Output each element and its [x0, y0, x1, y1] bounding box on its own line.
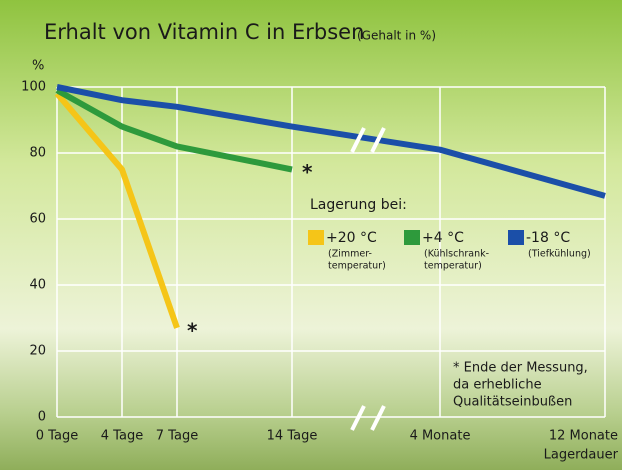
y-tick-label: 40 — [29, 278, 46, 293]
series-line — [56, 84, 606, 199]
series-line — [54, 91, 180, 329]
chart-title: Erhalt von Vitamin C in Erbsen — [44, 20, 364, 44]
x-tick-label: 12 Monate — [549, 429, 618, 444]
x-tick-label: 14 Tage — [267, 429, 318, 444]
break-mark — [350, 405, 366, 431]
legend-swatch — [404, 230, 420, 245]
legend-label: -18 °C — [526, 230, 570, 246]
y-tick-label: 60 — [29, 212, 46, 227]
series-line — [55, 87, 293, 173]
legend-note: temperatur) — [424, 261, 482, 272]
break-mark — [370, 127, 386, 153]
legend-title: Lagerung bei: — [310, 197, 407, 213]
legend-note: temperatur) — [328, 261, 386, 272]
axis-break — [350, 127, 386, 431]
x-tick-label: 0 Tage — [36, 429, 78, 444]
x-tick-label: 4 Monate — [410, 429, 471, 444]
break-mark — [350, 127, 366, 153]
footnote-line: da erhebliche — [453, 378, 542, 393]
footnote-line: Qualitätseinbußen — [453, 395, 572, 410]
y-tick-label: 20 — [29, 344, 46, 359]
lines: ** — [54, 84, 606, 342]
legend-note: (Zimmer- — [328, 249, 372, 260]
legend-swatch — [508, 230, 524, 245]
end-marker: * — [187, 318, 198, 342]
chart-subtitle: (Gehalt in %) — [357, 29, 436, 43]
footnote: * Ende der Messung, da erhebliche Qualität… — [453, 361, 588, 410]
grid: 0 20 40 60 80 100 0 Tage 4 Tage 7 Tage 14 Tage 4 M… — [21, 80, 618, 444]
x-tick-label: 4 Tage — [101, 429, 143, 444]
y-tick-label: 0 — [38, 410, 46, 425]
y-tick-label: 80 — [29, 146, 46, 161]
end-marker: * — [302, 160, 313, 184]
legend-note: (Kühlschrank- — [424, 249, 489, 260]
y-axis-label: % — [32, 59, 44, 74]
legend: +20 °C (Zimmer-temperatur) +4 °C (Kühlschra… — [308, 230, 591, 272]
break-mark — [370, 405, 386, 431]
y-tick-label: 100 — [21, 80, 46, 95]
legend-swatch — [308, 230, 324, 245]
legend-note: (Tiefkühlung) — [528, 249, 591, 260]
legend-label: +20 °C — [326, 230, 377, 246]
footnote-line: * Ende der Messung, — [453, 361, 588, 376]
x-tick-label: 7 Tage — [156, 429, 198, 444]
x-axis-label: Lagerdauer — [544, 448, 619, 463]
legend-label: +4 °C — [422, 230, 464, 246]
